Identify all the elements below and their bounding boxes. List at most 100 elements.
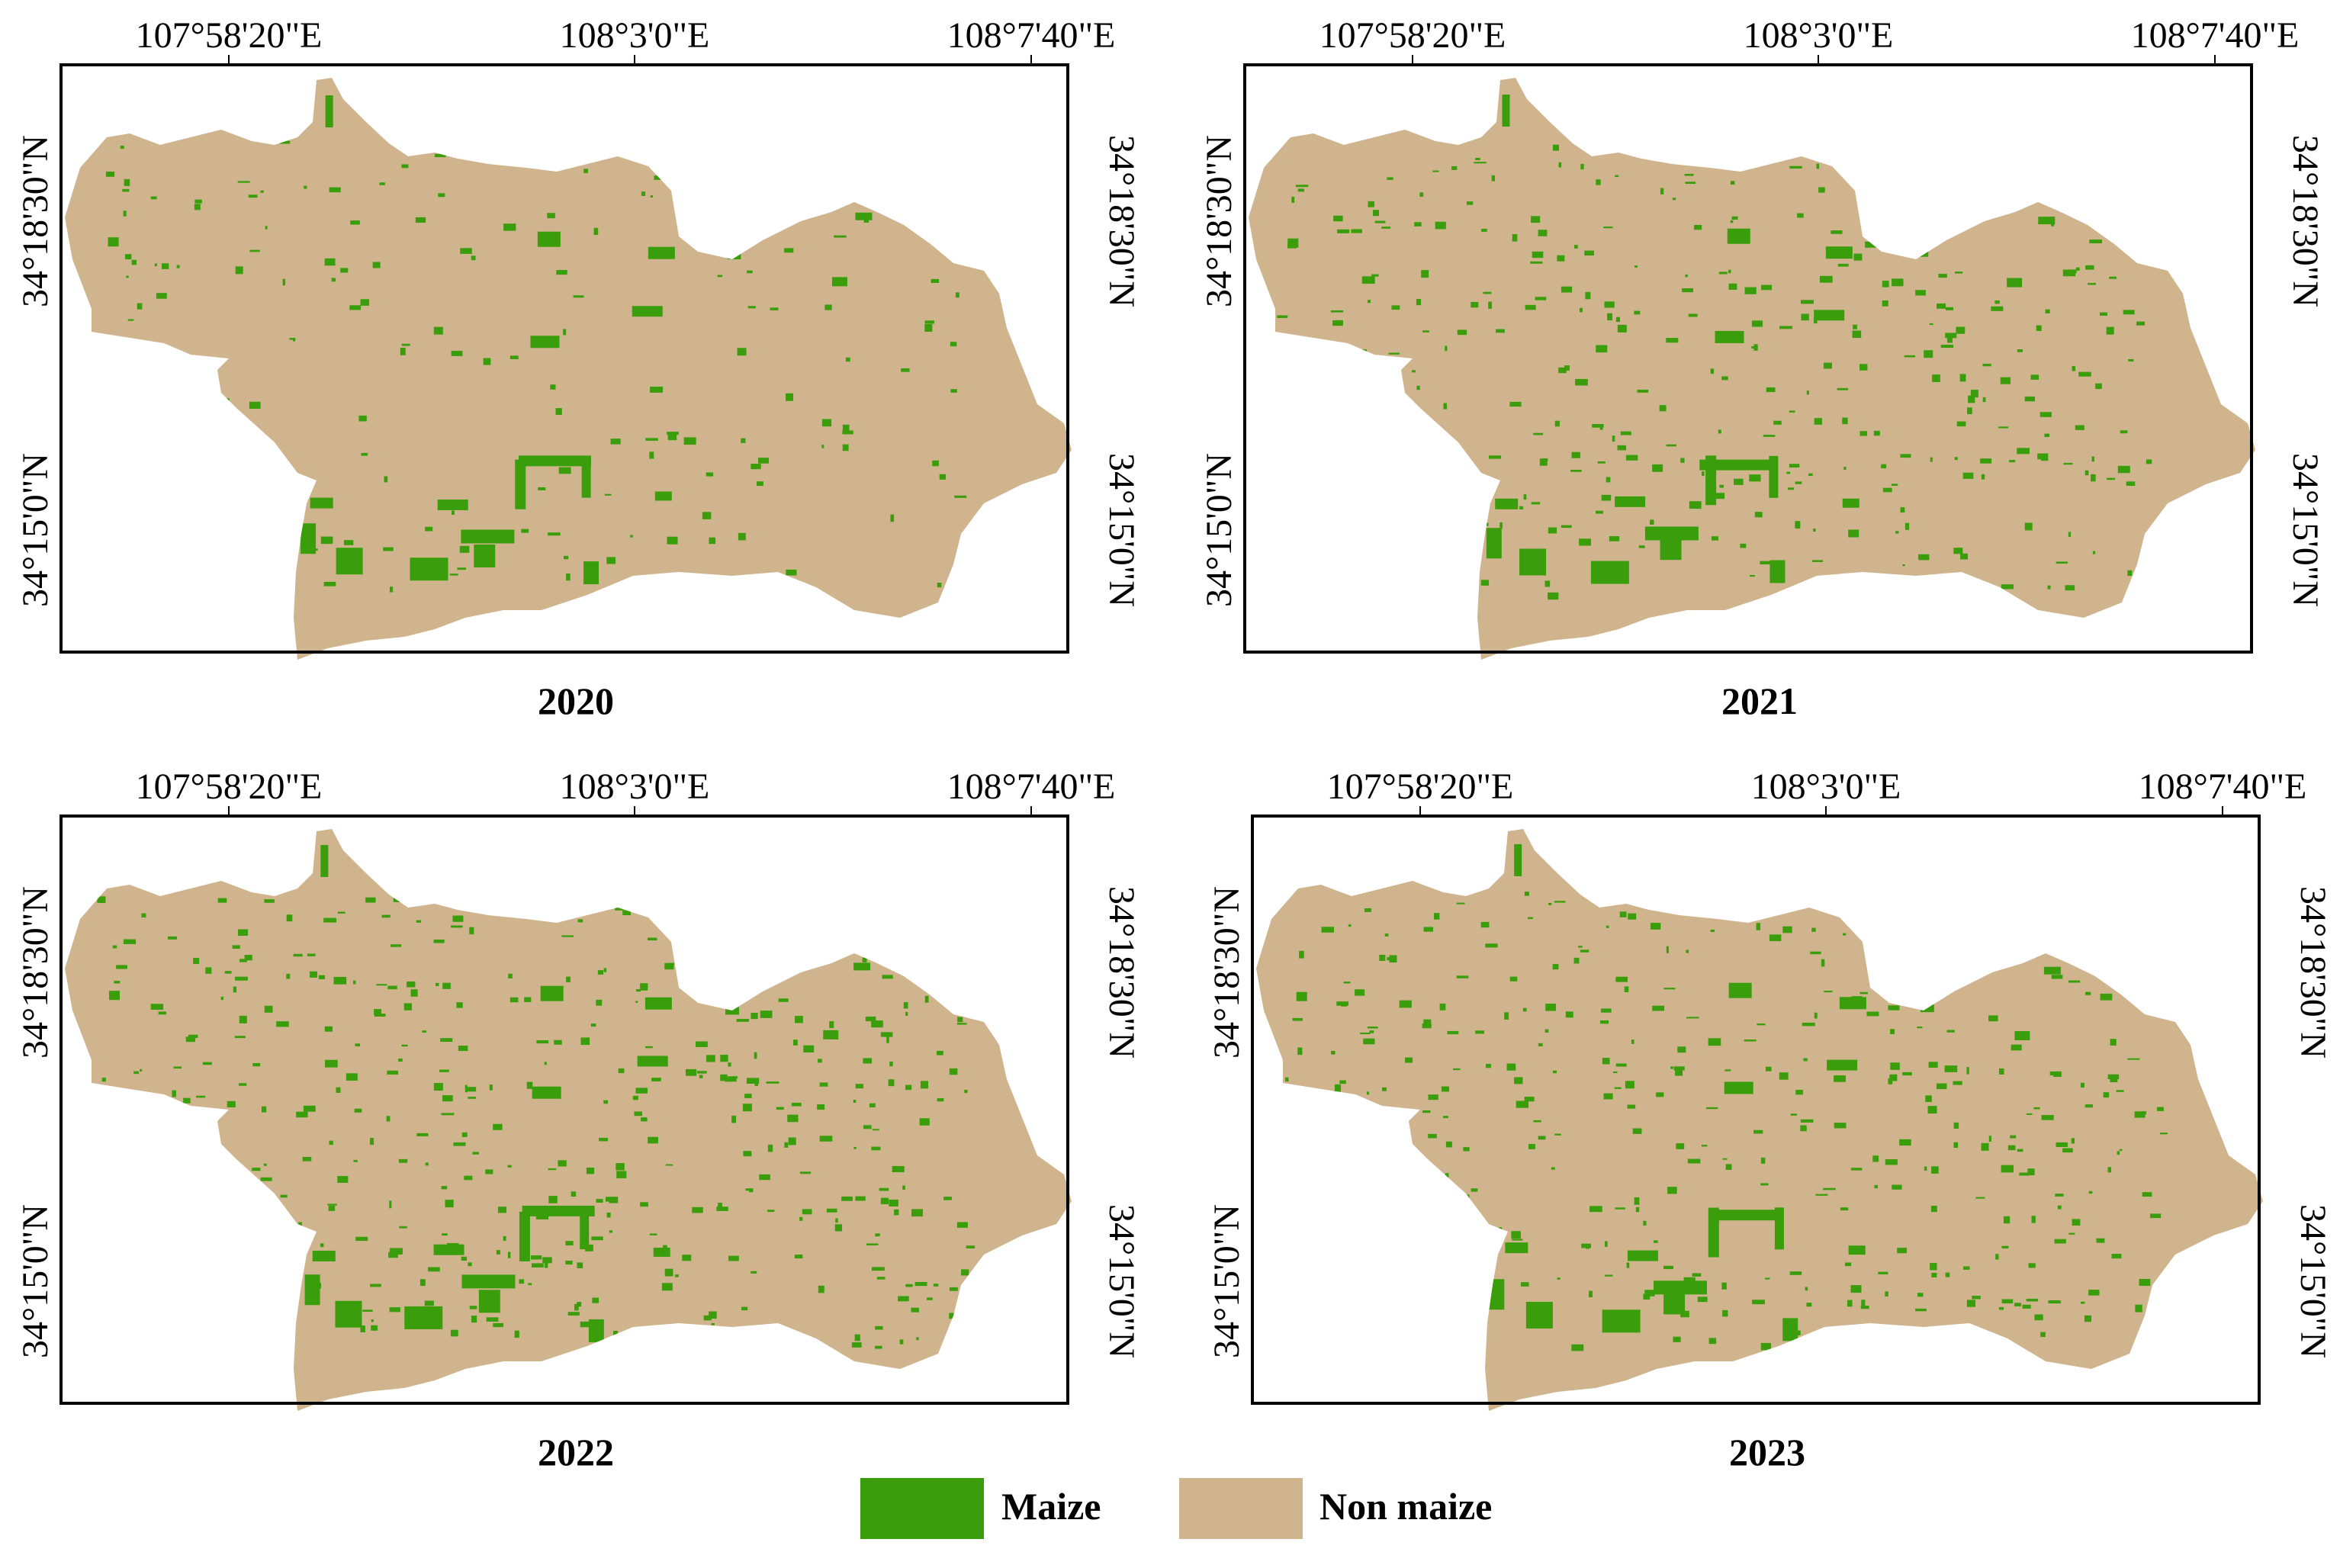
maize-patch (599, 1137, 609, 1142)
maize-patch (1968, 395, 1975, 403)
maize-patch (1558, 162, 1562, 168)
maize-patch (826, 1208, 837, 1213)
maize-patch (667, 433, 677, 441)
maize-patch (1789, 464, 1800, 468)
maize-patch (1509, 401, 1522, 407)
maize-patch (1615, 1063, 1627, 1067)
maize-patch (353, 980, 356, 985)
maize-patch (1902, 564, 1905, 567)
maize-patch (706, 472, 714, 477)
maize-patch (1377, 483, 1381, 489)
maize-patch (1432, 468, 1437, 471)
maize-patch (1596, 510, 1603, 514)
maize-patch (743, 1151, 752, 1157)
maize-patch (853, 962, 871, 971)
map-panel-2022: 107°58'20"E 108°3'0"E 108°7'40"E 34°18'3… (8, 759, 1152, 1491)
map-frame (59, 63, 1069, 654)
maize-patch (2127, 570, 2133, 577)
map-panel-2023: 107°58'20"E 108°3'0"E 108°7'40"E 34°18'3… (1199, 759, 2340, 1491)
maize-patch (97, 896, 106, 904)
maize-patch (388, 1252, 398, 1258)
maize-patch (1937, 303, 1946, 309)
maize-patch (756, 481, 763, 487)
maize-patch (1888, 1078, 1893, 1084)
maize-patch (1670, 1066, 1673, 1069)
maize-patch (360, 1325, 365, 1332)
maize-patch (697, 1343, 702, 1351)
maize-patch (1393, 1174, 1398, 1181)
maize-patch (2100, 993, 2113, 1001)
maize-patch (362, 1309, 373, 1313)
maize-patch (1660, 188, 1664, 194)
maize-patch (1972, 170, 1982, 174)
maize-patch (1557, 1277, 1561, 1280)
maize-patch (1606, 477, 1611, 483)
maize-patch (474, 545, 496, 568)
maize-patch (905, 1084, 912, 1091)
maize-patch (1315, 413, 1323, 418)
maize-patch (331, 278, 336, 282)
maize-patch (654, 491, 672, 501)
maize-patch (1499, 522, 1503, 529)
maize-patch (1882, 300, 1888, 307)
maize-patch (841, 1196, 853, 1201)
maize-patch (1808, 473, 1813, 477)
maize-patch (854, 1334, 860, 1341)
maize-patch (1930, 1206, 1937, 1213)
maize-patch (786, 569, 797, 576)
maize-patch (1945, 1272, 1950, 1277)
maize-patch (1355, 1223, 1369, 1228)
maize-patch (574, 1303, 579, 1311)
maize-patch (577, 919, 583, 923)
maize-patch (1284, 1077, 1289, 1082)
maize-patch (817, 1059, 822, 1063)
maize-patch (1509, 976, 1518, 982)
region-shape (65, 78, 1072, 660)
maize-patch (1930, 457, 1933, 462)
maize-patch (1495, 498, 1519, 509)
maize-patch (2084, 1315, 2091, 1322)
maize-patch (1918, 554, 1930, 561)
maize-patch (1337, 229, 1350, 233)
maize-patch (954, 495, 967, 498)
maize-patch (786, 393, 794, 401)
maize-patch (862, 957, 867, 962)
maize-patch (1364, 908, 1371, 912)
maize-patch (1606, 925, 1609, 928)
maize-patch (1970, 390, 1978, 398)
maize-patch (124, 178, 130, 186)
maize-patch (571, 1191, 577, 1197)
maize-patch (1938, 274, 1947, 278)
maize-patch (425, 526, 433, 532)
maize-patch (1818, 187, 1825, 193)
maize-patch (1336, 1001, 1349, 1006)
maize-patch (2127, 1058, 2140, 1060)
maize-patch (2089, 239, 2103, 244)
maize-patch (1682, 288, 1693, 293)
maize-patch (120, 146, 124, 149)
maize-patch (486, 1317, 499, 1322)
maize-patch (1597, 461, 1606, 464)
maize-patch (1892, 1184, 1902, 1190)
maize-patch (1530, 261, 1543, 264)
maize-patch (1512, 234, 1518, 242)
maize-patch (1381, 571, 1389, 574)
maize-patch (464, 1175, 473, 1181)
maize-patch (442, 1095, 453, 1102)
maize-patch (1420, 579, 1429, 586)
maize-patch (1441, 1232, 1446, 1240)
maize-patch (695, 1041, 708, 1047)
maize-patch (393, 897, 402, 902)
lat-label-left: 34°18'30"N (15, 135, 56, 307)
maize-patch (1897, 1248, 1907, 1254)
maize-patch (718, 1203, 722, 1208)
maize-patch (1532, 251, 1544, 259)
maize-patch (2072, 366, 2076, 371)
maize-patch (461, 1274, 516, 1289)
maize-patch (156, 293, 167, 299)
maize-patch (1644, 1290, 1655, 1296)
maize-patch (751, 1012, 758, 1020)
maize-patch (2017, 448, 2030, 455)
maize-patch (296, 1111, 308, 1118)
maize-patch (2156, 1312, 2169, 1317)
